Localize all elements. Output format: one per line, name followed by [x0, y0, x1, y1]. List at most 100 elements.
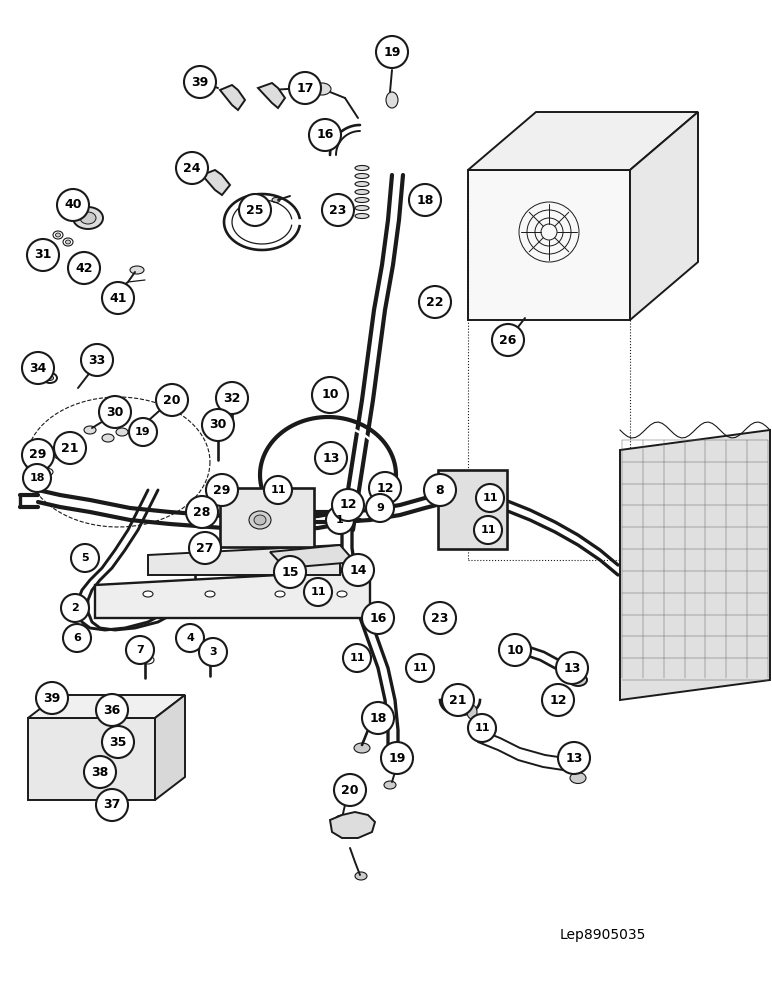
Text: 34: 34 [29, 361, 46, 374]
Polygon shape [330, 812, 375, 838]
Ellipse shape [116, 428, 128, 436]
Text: 9: 9 [376, 503, 384, 513]
Ellipse shape [249, 511, 271, 529]
Ellipse shape [467, 705, 477, 719]
Circle shape [54, 432, 86, 464]
Text: 39: 39 [191, 76, 208, 89]
Circle shape [27, 239, 59, 271]
Polygon shape [270, 545, 355, 568]
Polygon shape [630, 112, 698, 320]
Ellipse shape [76, 700, 84, 704]
Circle shape [199, 638, 227, 666]
Circle shape [126, 636, 154, 664]
Text: 22: 22 [426, 296, 444, 308]
Ellipse shape [46, 706, 54, 710]
Circle shape [342, 554, 374, 586]
Circle shape [216, 382, 248, 414]
Text: 12: 12 [549, 694, 567, 706]
Text: 13: 13 [564, 662, 581, 674]
Circle shape [468, 714, 496, 742]
Text: 14: 14 [349, 564, 367, 576]
Ellipse shape [313, 83, 331, 95]
Circle shape [332, 489, 364, 521]
Circle shape [99, 396, 131, 428]
Text: 18: 18 [369, 712, 387, 724]
Circle shape [189, 532, 221, 564]
Text: 35: 35 [110, 736, 127, 748]
Circle shape [184, 66, 216, 98]
Circle shape [476, 484, 504, 512]
Text: 27: 27 [196, 542, 214, 554]
Text: 11: 11 [474, 723, 489, 733]
Text: 11: 11 [310, 587, 326, 597]
Text: 26: 26 [499, 334, 516, 347]
Text: 19: 19 [384, 45, 401, 58]
Circle shape [63, 624, 91, 652]
FancyBboxPatch shape [220, 488, 314, 547]
Circle shape [369, 472, 401, 504]
Ellipse shape [272, 198, 280, 202]
Ellipse shape [205, 591, 215, 597]
Circle shape [102, 726, 134, 758]
Ellipse shape [66, 240, 70, 244]
Text: 24: 24 [183, 161, 201, 174]
Ellipse shape [355, 206, 369, 211]
Ellipse shape [355, 190, 369, 194]
Circle shape [381, 742, 413, 774]
FancyBboxPatch shape [438, 470, 507, 549]
Text: 21: 21 [61, 442, 79, 454]
Ellipse shape [228, 397, 236, 403]
Polygon shape [468, 170, 630, 320]
Text: 37: 37 [103, 798, 120, 812]
Text: 11: 11 [270, 485, 286, 495]
Circle shape [176, 624, 204, 652]
Ellipse shape [335, 815, 349, 825]
Text: 20: 20 [163, 393, 181, 406]
Circle shape [419, 286, 451, 318]
Ellipse shape [355, 174, 369, 178]
Circle shape [474, 516, 502, 544]
Circle shape [424, 602, 456, 634]
Circle shape [129, 418, 157, 446]
Ellipse shape [55, 766, 69, 774]
Circle shape [206, 474, 238, 506]
Circle shape [102, 282, 134, 314]
Circle shape [556, 652, 588, 684]
Ellipse shape [275, 591, 285, 597]
Ellipse shape [355, 214, 369, 219]
Circle shape [492, 324, 524, 356]
Text: 10: 10 [506, 644, 523, 656]
Ellipse shape [142, 656, 154, 664]
Text: 42: 42 [75, 261, 93, 274]
Circle shape [274, 556, 306, 588]
Text: 21: 21 [449, 694, 467, 706]
Ellipse shape [386, 92, 398, 108]
Text: 3: 3 [209, 647, 217, 657]
Polygon shape [28, 718, 155, 800]
Text: 11: 11 [480, 525, 496, 535]
Text: 7: 7 [136, 645, 144, 655]
Ellipse shape [205, 645, 215, 651]
Circle shape [36, 682, 68, 714]
Text: 4: 4 [186, 633, 194, 643]
Circle shape [542, 684, 574, 716]
Circle shape [22, 352, 54, 384]
Circle shape [309, 119, 341, 151]
Ellipse shape [43, 373, 57, 383]
Ellipse shape [54, 451, 66, 459]
Text: 29: 29 [213, 484, 231, 496]
Circle shape [406, 654, 434, 682]
Text: 18: 18 [416, 194, 434, 207]
Ellipse shape [254, 515, 266, 525]
Circle shape [84, 756, 116, 788]
Circle shape [409, 184, 441, 216]
Text: 16: 16 [317, 128, 334, 141]
Text: 39: 39 [43, 692, 61, 704]
Ellipse shape [480, 724, 496, 736]
Ellipse shape [355, 165, 369, 170]
Polygon shape [155, 695, 185, 800]
Text: 19: 19 [388, 752, 406, 764]
Text: 6: 6 [73, 633, 81, 643]
Ellipse shape [80, 212, 96, 224]
Circle shape [96, 694, 128, 726]
